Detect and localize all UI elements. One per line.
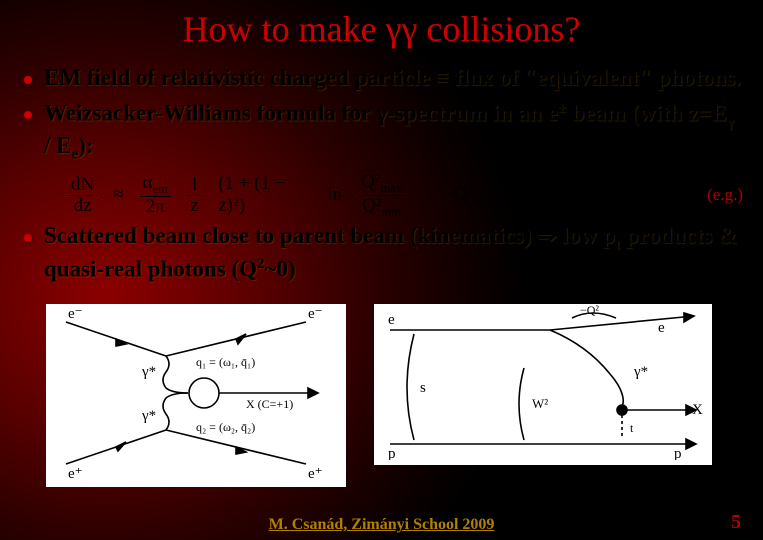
lbl: W² (532, 396, 548, 411)
bullet-1: EM field of relativistic charged particl… (24, 64, 743, 93)
approx: ≈ (113, 184, 123, 206)
bullet-3: Scattered beam close to parent beam (kin… (24, 222, 743, 284)
lbl: s (420, 380, 426, 396)
num: dN (68, 175, 97, 196)
lbl: p (388, 446, 396, 460)
lbl: e⁻ (68, 306, 83, 322)
formula: dN dz ≈ αem 2π 1 z (1 + (1 − z)²) ln Q²m… (24, 170, 743, 223)
den: dz (71, 196, 95, 216)
qmin-eq: Q²min= (454, 183, 503, 208)
lbl: e (388, 312, 395, 328)
b2d: ): (78, 133, 93, 158)
lbl: e⁺ (68, 466, 83, 482)
bullet-dot (24, 234, 32, 242)
slide-title: How to make γγ collisions? (0, 0, 763, 50)
den: 1−z (525, 197, 560, 217)
frac-Q: Q²max Q²min (358, 172, 405, 219)
frac-qmin: m²ez² 1−z (519, 173, 565, 217)
bullet-dot (24, 76, 32, 84)
bullet-1-text: EM field of relativistic charged particl… (44, 64, 741, 93)
qmax-eq: Q²max=m²V (610, 183, 691, 208)
kinematics-diagram-right: e e −Q² γ* s W² X p p t (374, 304, 712, 465)
lbl: −Q² (580, 304, 599, 317)
bullet-2: Weizsacker-Williams formula for γ-spectr… (24, 99, 743, 164)
diagrams-row: e⁻ e⁻ γ* q₁ = (ω₁, q̄₁) X (C=+1) γ* q₂ =… (0, 296, 763, 487)
lbl: q₁ = (ω₁, q̄₁) (196, 355, 255, 369)
b2sup: ± (558, 100, 566, 116)
eg-label: (e.g.) (707, 185, 743, 205)
ln: ln (327, 184, 342, 206)
lbl: γ* (141, 364, 156, 380)
bullet-3-text: Scattered beam close to parent beam (kin… (44, 222, 743, 284)
frac-dNdz: dN dz (68, 175, 97, 216)
b2c: / E (44, 133, 71, 158)
lbl: X (692, 402, 703, 418)
num: m²ez² (519, 173, 565, 197)
footer-text: M. Csanád, Zimányi School 2009 (0, 516, 763, 534)
num: 1 (187, 175, 203, 196)
lbl: p (674, 446, 682, 460)
lbl: e⁻ (308, 306, 323, 322)
lbl: e (658, 320, 665, 336)
bullet-2-text: Weizsacker-Williams formula for γ-spectr… (44, 99, 743, 164)
frac-1z: 1 z (187, 175, 203, 216)
frac-alpha: αem 2π (140, 173, 171, 217)
b3a: Scattered beam close to parent beam (kin… (44, 223, 615, 248)
den: Q²min (359, 196, 404, 219)
bullet-list: EM field of relativistic charged particl… (0, 50, 763, 296)
num: αem (140, 173, 171, 197)
lbl: e⁺ (308, 466, 323, 482)
b2a: Weizsacker-Williams formula for γ-spectr… (44, 100, 558, 125)
lbl: q₂ = (ω₂, q̄₂) (196, 420, 255, 434)
lbl: t (630, 421, 634, 435)
den: 2π (143, 197, 168, 217)
feynman-diagram-left: e⁻ e⁻ γ* q₁ = (ω₁, q̄₁) X (C=+1) γ* q₂ =… (46, 304, 346, 487)
slide-number: 5 (731, 511, 741, 534)
b2s1: γ (727, 114, 734, 130)
lbl: γ* (141, 408, 156, 424)
b2b: beam (with z=E (566, 100, 727, 125)
num: Q²max (358, 172, 405, 196)
den: z (187, 196, 201, 216)
paren: (1 + (1 − z)²) (218, 173, 311, 217)
b3c: ~0) (264, 256, 295, 281)
bullet-dot (24, 111, 32, 119)
lbl: X (C=+1) (246, 397, 293, 411)
lbl: γ* (633, 364, 648, 380)
